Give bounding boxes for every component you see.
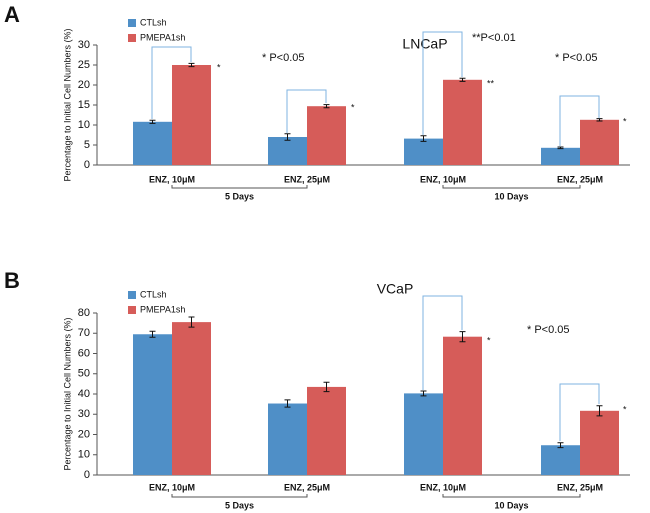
bar — [172, 322, 211, 475]
y-tick-label: 15 — [78, 99, 90, 111]
annotation: * — [487, 335, 491, 345]
y-tick-label: 30 — [78, 408, 90, 420]
x-tick-label: ENZ, 25μM — [557, 174, 603, 184]
annotation: **P<0.01 — [472, 32, 516, 44]
error-bar — [420, 135, 427, 142]
legend-swatch — [128, 291, 136, 299]
bar — [268, 137, 307, 165]
group-label: 10 Days — [494, 191, 528, 201]
x-tick-label: ENZ, 10μM — [420, 482, 466, 492]
annotation: * P<0.05 — [527, 324, 570, 336]
group-bracket — [171, 494, 308, 498]
y-tick-label: 50 — [78, 368, 90, 380]
y-tick-label: 20 — [78, 428, 90, 440]
legend-label: CTLsh — [140, 289, 167, 299]
annotation: ** — [487, 78, 495, 88]
y-tick-label: 60 — [78, 347, 90, 359]
y-tick-label: 25 — [78, 59, 90, 71]
error-bar — [459, 331, 466, 343]
panel-label: B — [4, 268, 20, 293]
legend-swatch — [128, 19, 136, 27]
legend-label: CTLsh — [140, 17, 167, 27]
error-bar — [149, 330, 156, 338]
legend-label: PMEPA1sh — [140, 32, 185, 42]
error-bar — [284, 133, 291, 141]
significance-bracket — [151, 46, 192, 119]
bar — [404, 393, 443, 475]
significance-bracket — [559, 95, 600, 146]
legend-swatch — [128, 34, 136, 42]
y-tick-label: 20 — [78, 79, 90, 91]
group-label: 5 Days — [225, 500, 254, 510]
error-bar — [557, 442, 564, 449]
error-bar — [323, 381, 330, 393]
bar — [443, 79, 482, 165]
y-axis-label: Percentage to Initial Cell Numbers (%) — [62, 317, 72, 470]
legend-swatch — [128, 306, 136, 314]
bar — [404, 138, 443, 165]
group-label: 5 Days — [225, 191, 254, 201]
annotation: * P<0.05 — [555, 52, 598, 64]
x-tick-label: ENZ, 10μM — [149, 174, 195, 184]
group-bracket — [442, 494, 581, 498]
bar — [307, 386, 346, 475]
y-tick-label: 30 — [78, 39, 90, 51]
error-bar — [188, 316, 195, 328]
annotation: * P<0.05 — [262, 52, 305, 64]
bar — [541, 147, 580, 165]
chart-title: VCaP — [377, 281, 414, 297]
y-axis-label: Percentage to Initial Cell Numbers (%) — [62, 28, 72, 181]
x-tick-label: ENZ, 25μM — [284, 174, 330, 184]
x-tick-label: ENZ, 10μM — [149, 482, 195, 492]
significance-bracket — [286, 89, 327, 133]
x-tick-label: ENZ, 25μM — [557, 482, 603, 492]
group-bracket — [442, 185, 581, 189]
panel-label: A — [4, 2, 20, 27]
bar — [580, 410, 619, 475]
bar — [133, 334, 172, 475]
annotation: * — [351, 102, 355, 112]
legend-label: PMEPA1sh — [140, 304, 185, 314]
annotation: * — [623, 404, 627, 414]
bar — [172, 65, 211, 165]
y-tick-label: 80 — [78, 307, 90, 319]
bar — [268, 403, 307, 475]
significance-bracket — [422, 31, 463, 135]
error-bar — [284, 399, 291, 408]
group-bracket — [171, 185, 308, 189]
bar — [133, 121, 172, 165]
significance-bracket — [559, 383, 600, 441]
y-tick-label: 40 — [78, 388, 90, 400]
annotation: * — [623, 116, 627, 126]
chart-title: LNCaP — [402, 36, 447, 52]
error-bar — [557, 146, 564, 150]
y-tick-label: 10 — [78, 119, 90, 131]
y-tick-label: 0 — [84, 469, 90, 481]
y-tick-label: 10 — [78, 449, 90, 461]
y-tick-label: 70 — [78, 327, 90, 339]
bar — [580, 119, 619, 165]
annotation: * — [217, 62, 221, 72]
group-label: 10 Days — [494, 500, 528, 510]
error-bar — [420, 390, 427, 397]
x-tick-label: ENZ, 10μM — [420, 174, 466, 184]
bar — [443, 336, 482, 475]
error-bar — [596, 405, 603, 417]
bar — [307, 106, 346, 165]
error-bar — [188, 62, 195, 68]
error-bar — [323, 104, 330, 109]
x-tick-label: ENZ, 25μM — [284, 482, 330, 492]
error-bar — [596, 118, 603, 122]
y-tick-label: 5 — [84, 139, 90, 151]
error-bar — [459, 77, 466, 82]
error-bar — [149, 119, 156, 124]
significance-bracket — [422, 295, 463, 390]
y-tick-label: 0 — [84, 159, 90, 171]
bar — [541, 445, 580, 475]
